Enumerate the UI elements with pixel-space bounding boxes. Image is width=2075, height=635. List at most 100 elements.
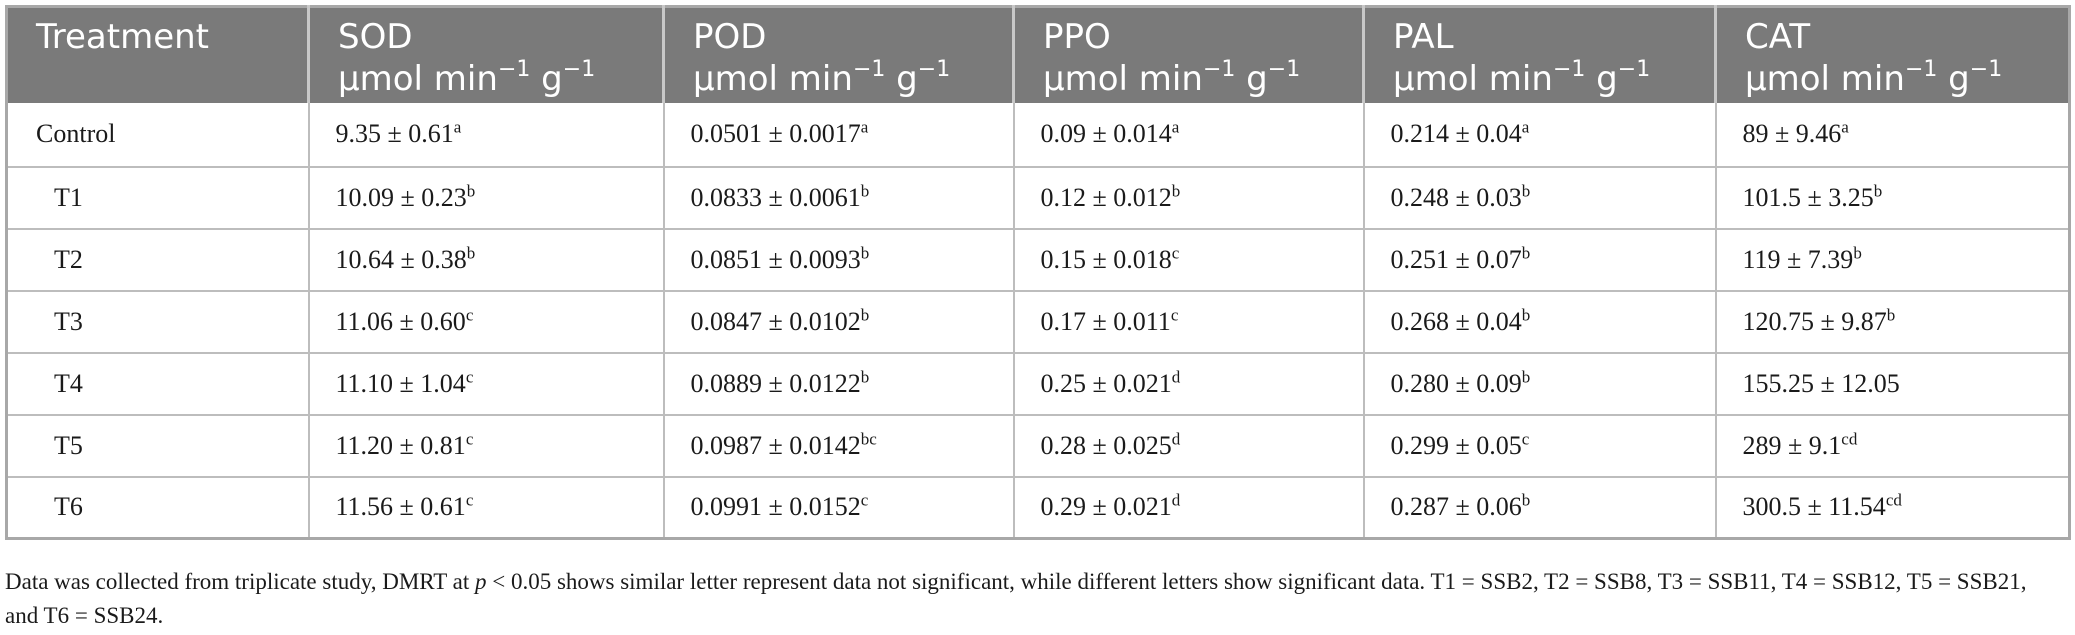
value-cell: 0.214 ± 0.04a <box>1362 102 1716 167</box>
value-mean-sd: 0.268 ± 0.04 <box>1390 306 1522 336</box>
value-cell: 0.25 ± 0.021d <box>1012 351 1364 415</box>
treatment-cell: T4 <box>6 351 309 415</box>
column-header-name: POD <box>693 17 767 57</box>
value-mean-sd: 0.09 ± 0.014 <box>1040 119 1172 148</box>
value-cell: 0.0833 ± 0.0061b <box>662 165 1014 229</box>
unit-exponent: −1 <box>1202 56 1236 82</box>
column-header-ppo: PPO μmol min−1 g−1 <box>1012 6 1364 103</box>
value-cell: 11.56 ± 0.61c <box>307 475 664 539</box>
treatment-cell: T3 <box>6 289 309 353</box>
value-mean-sd: 0.0991 ± 0.0152 <box>690 492 861 522</box>
value-mean-sd: 11.56 ± 0.61 <box>335 492 466 522</box>
value-cell: 0.0851 ± 0.0093b <box>662 227 1014 291</box>
value-mean-sd: 0.15 ± 0.018 <box>1040 244 1172 274</box>
significance-letter: a <box>453 117 462 137</box>
significance-letter: c <box>1171 242 1180 262</box>
unit-text: μmol min <box>1393 59 1553 99</box>
table-row: T2 10.64 ± 0.38b 0.0851 ± 0.0093b 0.15 ± 0.… <box>6 227 2070 291</box>
value-mean-sd: 0.17 ± 0.011 <box>1040 306 1171 336</box>
value-cell: 0.280 ± 0.09b <box>1362 351 1716 415</box>
unit-exponent: −1 <box>1904 56 1938 82</box>
significance-letter: d <box>1171 428 1181 448</box>
significance-letter: a <box>860 117 869 137</box>
significance-letter: b <box>466 242 476 262</box>
value-cell: 0.0847 ± 0.0102b <box>662 289 1014 353</box>
significance-letter: b <box>1521 366 1531 386</box>
value-cell: 0.28 ± 0.025d <box>1012 413 1364 477</box>
significance-letter: b <box>860 366 870 386</box>
unit-text: g <box>1937 59 1970 99</box>
value-mean-sd: 0.214 ± 0.04 <box>1390 119 1522 148</box>
value-cell: 10.64 ± 0.38b <box>307 227 664 291</box>
significance-letter: b <box>1171 180 1181 200</box>
footnote-p-variable: p <box>474 569 487 594</box>
value-cell: 0.299 ± 0.05c <box>1362 413 1716 477</box>
value-mean-sd: 300.5 ± 11.54 <box>1742 492 1886 522</box>
unit-text: μmol min <box>1043 59 1203 99</box>
value-cell: 0.287 ± 0.06b <box>1362 475 1716 539</box>
value-cell: 0.251 ± 0.07b <box>1362 227 1716 291</box>
table-footnote: Data was collected from triplicate study… <box>5 565 2065 633</box>
treatment-cell: T5 <box>6 413 309 477</box>
value-cell: 119 ± 7.39b <box>1714 227 2070 291</box>
value-mean-sd: 0.0501 ± 0.0017 <box>690 119 861 148</box>
value-mean-sd: 0.280 ± 0.09 <box>1390 368 1522 398</box>
column-header-pal: PAL μmol min−1 g−1 <box>1362 6 1716 103</box>
value-cell: 0.0991 ± 0.0152c <box>662 475 1014 539</box>
significance-letter: c <box>1521 428 1530 448</box>
significance-letter: d <box>1171 366 1181 386</box>
significance-letter: b <box>1521 242 1531 262</box>
value-mean-sd: 155.25 ± 12.05 <box>1742 368 1900 398</box>
unit-text: μmol min <box>693 59 853 99</box>
value-cell: 0.0987 ± 0.0142bc <box>662 413 1014 477</box>
value-mean-sd: 11.20 ± 0.81 <box>335 430 466 460</box>
value-mean-sd: 0.0833 ± 0.0061 <box>690 182 861 212</box>
unit-exponent: −1 <box>562 56 596 82</box>
significance-letter: b <box>466 180 476 200</box>
value-mean-sd: 0.29 ± 0.021 <box>1040 492 1172 522</box>
value-mean-sd: 0.28 ± 0.025 <box>1040 430 1172 460</box>
value-cell: 10.09 ± 0.23b <box>307 165 664 229</box>
value-mean-sd: 120.75 ± 9.87 <box>1742 306 1887 336</box>
column-header-cat: CAT μmol min−1 g−1 <box>1714 6 2070 103</box>
value-cell: 9.35 ± 0.61a <box>307 102 664 167</box>
value-mean-sd: 0.248 ± 0.03 <box>1390 182 1522 212</box>
value-mean-sd: 119 ± 7.39 <box>1742 244 1854 274</box>
value-cell: 0.29 ± 0.021d <box>1012 475 1364 539</box>
value-cell: 300.5 ± 11.54cd <box>1714 475 2070 539</box>
unit-exponent: −1 <box>852 56 886 82</box>
value-mean-sd: 289 ± 9.1 <box>1742 430 1842 460</box>
value-mean-sd: 9.35 ± 0.61 <box>335 119 454 148</box>
table-row: T1 10.09 ± 0.23b 0.0833 ± 0.0061b 0.12 ± 0.… <box>6 165 2070 229</box>
unit-text: g <box>1235 59 1268 99</box>
table-body: Control 9.35 ± 0.61a 0.0501 ± 0.0017a 0.09 … <box>6 102 2070 539</box>
column-header-unit: μmol min−1 g−1 <box>1043 58 1350 100</box>
unit-exponent: −1 <box>1267 56 1301 82</box>
value-cell: 89 ± 9.46a <box>1714 102 2070 167</box>
significance-letter: c <box>465 304 474 324</box>
column-header-pod: POD μmol min−1 g−1 <box>662 6 1014 103</box>
unit-text: g <box>885 59 918 99</box>
table-container: Treatment SOD μmol min−1 g−1 POD μmol min−1 … <box>5 5 2071 540</box>
significance-letter: a <box>1841 117 1849 137</box>
significance-letter: b <box>860 242 870 262</box>
significance-letter: b <box>1521 180 1531 200</box>
value-cell: 0.0889 ± 0.0122b <box>662 351 1014 415</box>
footnote-text-1: Data was collected from triplicate study… <box>5 569 475 594</box>
significance-letter: b <box>860 304 870 324</box>
significance-letter: c <box>465 366 474 386</box>
value-mean-sd: 11.10 ± 1.04 <box>335 368 466 398</box>
significance-letter: c <box>465 428 474 448</box>
column-header-unit: μmol min−1 g−1 <box>693 58 1000 100</box>
column-header-unit: μmol min−1 g−1 <box>1393 58 1702 100</box>
unit-exponent: −1 <box>1969 56 2003 82</box>
value-cell: 0.268 ± 0.04b <box>1362 289 1716 353</box>
treatment-cell: T2 <box>6 227 309 291</box>
significance-letter: d <box>1171 490 1181 510</box>
value-mean-sd: 11.06 ± 0.60 <box>335 306 466 336</box>
value-cell: 11.20 ± 0.81c <box>307 413 664 477</box>
significance-letter: c <box>860 490 869 510</box>
significance-letter: a <box>1521 117 1530 137</box>
significance-letter: b <box>860 180 870 200</box>
header-row: Treatment SOD μmol min−1 g−1 POD μmol min−1 … <box>6 6 2070 103</box>
